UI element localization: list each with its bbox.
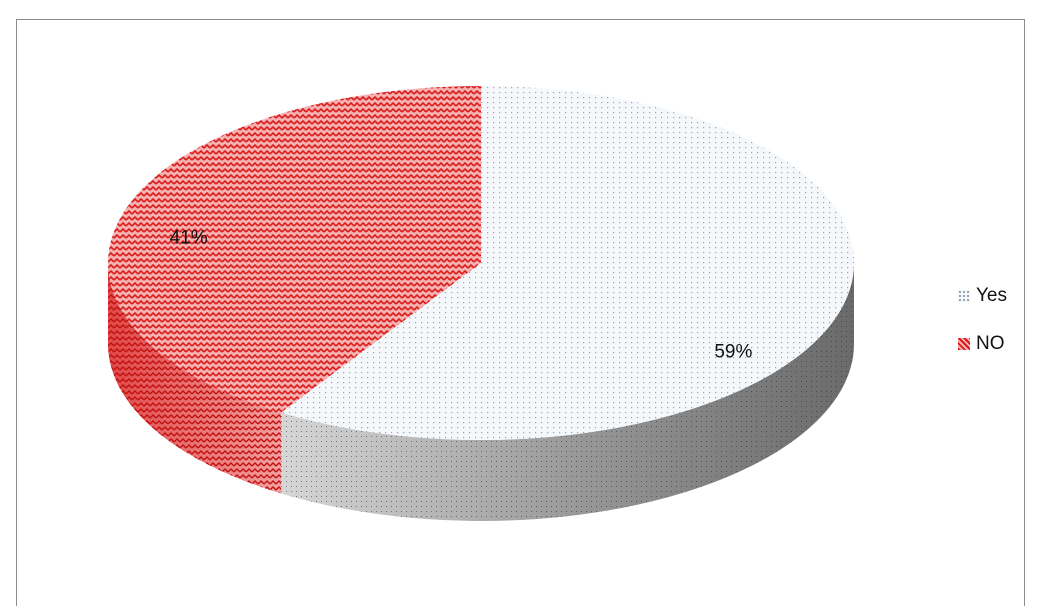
pie-side-no-texture [108, 263, 282, 494]
legend-label-yes: Yes [976, 285, 1007, 306]
legend-label-no: NO [976, 333, 1005, 354]
legend-swatch-yes [958, 290, 970, 302]
data-label-yes: 59% [714, 341, 752, 362]
legend-swatch-no [958, 338, 970, 350]
data-label-no: 41% [170, 228, 208, 249]
pie-side-yes-texture [281, 263, 855, 522]
pie-slice-no [108, 86, 482, 413]
legend-item-no: NO [958, 320, 1007, 368]
pie-slice-yes [281, 86, 855, 440]
legend: Yes NO [958, 272, 1007, 368]
legend-item-yes: Yes [958, 272, 1007, 320]
